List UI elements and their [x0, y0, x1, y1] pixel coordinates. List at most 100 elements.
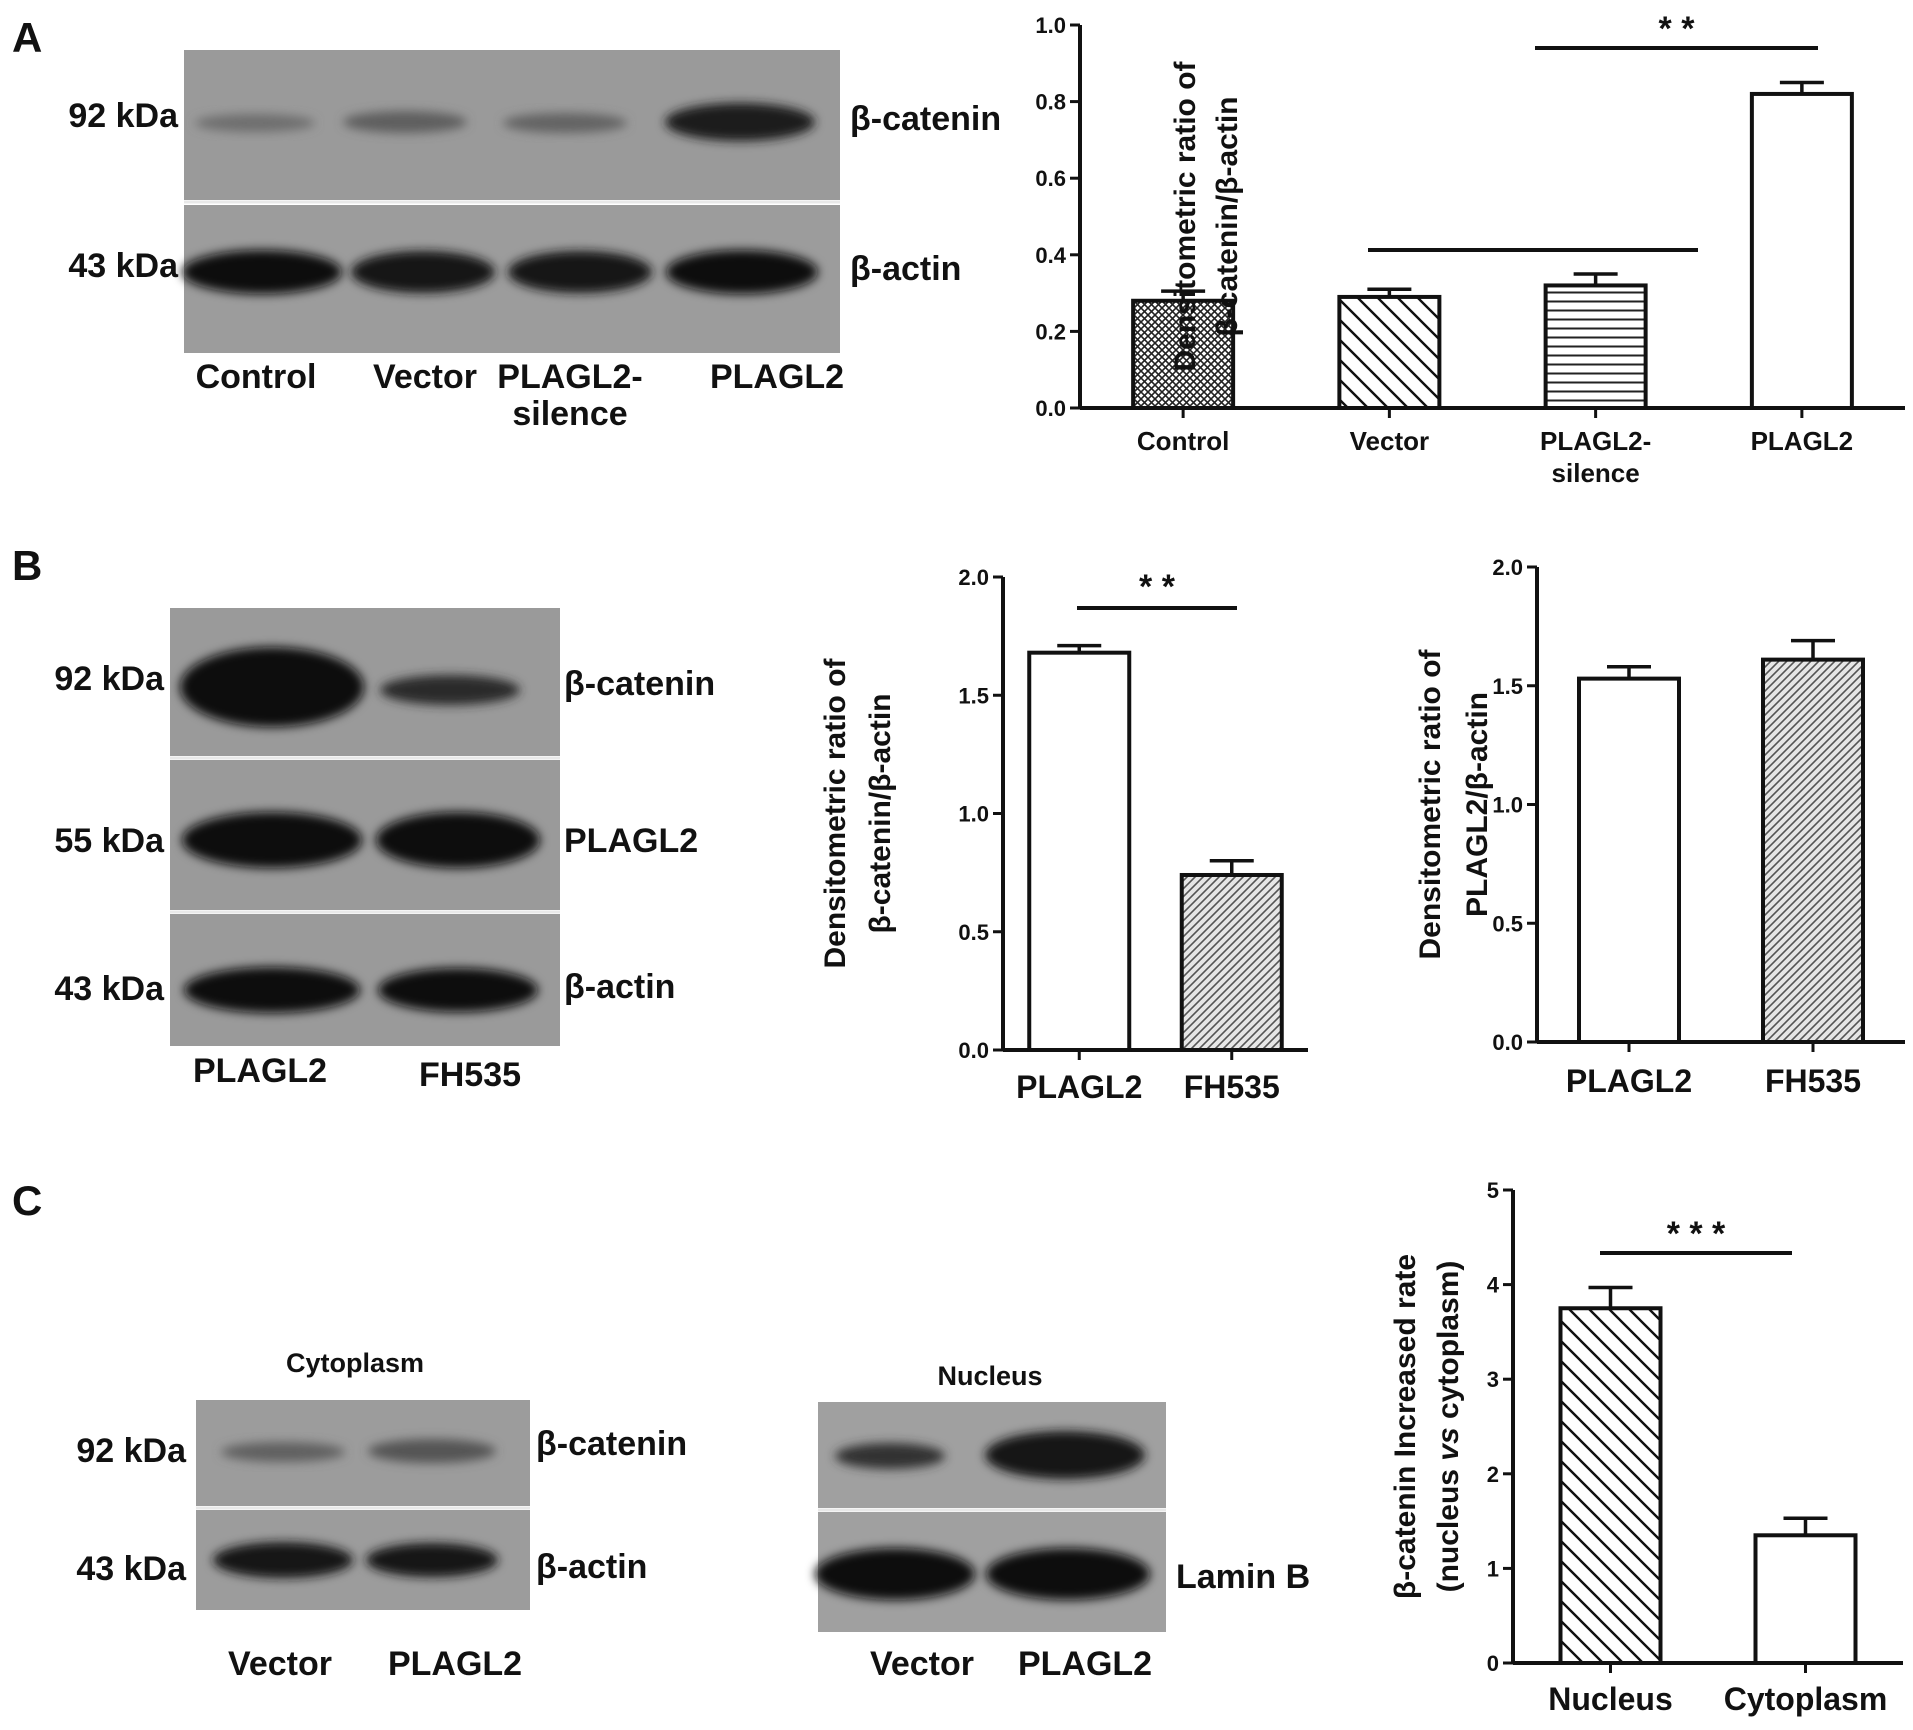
protein-label: PLAGL2 [564, 822, 698, 860]
protein-label: β-actin [850, 250, 961, 288]
band [182, 812, 362, 868]
lane-label: PLAGL2 [388, 1645, 522, 1683]
band [508, 251, 652, 293]
panel-letter-b: B [12, 542, 42, 589]
y-tick-label: 1.0 [958, 802, 989, 827]
significance-stars: * * * [1667, 1215, 1726, 1253]
y-axis-label: β-catenin/β-actin [1211, 97, 1244, 337]
protein-label: Lamin B [1176, 1558, 1310, 1596]
blot-c-nucleus [815, 1402, 1166, 1632]
band [180, 647, 364, 727]
band [985, 1431, 1145, 1479]
x-tick-label: FH535 [1765, 1063, 1861, 1099]
bar [1577, 676, 1681, 1044]
marker-label: 92 kDa [68, 97, 179, 135]
bar [1749, 91, 1854, 410]
band [213, 1542, 353, 1578]
y-tick-label: 1 [1487, 1556, 1499, 1581]
y-tick-label: 0.2 [1035, 319, 1066, 344]
y-axis-label: Densitometric ratio of [819, 657, 852, 968]
lane-label: PLAGL2 [1018, 1645, 1152, 1683]
lane-label: Vector [228, 1645, 332, 1683]
band [351, 251, 495, 293]
bar [1543, 283, 1648, 410]
x-tick-label: FH535 [1184, 1069, 1280, 1105]
band [666, 250, 818, 294]
y-axis-label: (nucleus vs cytoplasm) [1432, 1261, 1465, 1593]
lane-label: PLAGL2 [193, 1052, 327, 1090]
y-tick-label: 1.0 [1492, 793, 1523, 818]
band [378, 968, 538, 1012]
band [815, 1548, 975, 1600]
y-tick-label: 0.6 [1035, 166, 1066, 191]
x-tick-label: PLAGL2 [1566, 1063, 1692, 1099]
protein-label: β-catenin [564, 665, 715, 703]
y-tick-label: 1.5 [1492, 674, 1523, 699]
marker-label: 92 kDa [54, 660, 165, 698]
bar [1753, 1533, 1858, 1666]
marker-label: 43 kDa [54, 970, 165, 1008]
x-tick-label: Control [1137, 426, 1229, 456]
marker-label: 55 kDa [54, 822, 165, 860]
y-tick-label: 5 [1487, 1178, 1499, 1203]
lane-label: FH535 [419, 1056, 521, 1094]
x-tick-label: silence [1552, 458, 1640, 488]
cytoplasm-title: Cytoplasm [286, 1348, 424, 1378]
marker-label: 92 kDa [76, 1432, 187, 1470]
bar [1761, 657, 1865, 1044]
significance-stars: * * [1139, 568, 1176, 606]
y-tick-label: 0.5 [1492, 911, 1523, 936]
significance-stars: * * [1659, 10, 1696, 48]
bar [1179, 872, 1284, 1052]
lane-label: PLAGL2 [710, 358, 844, 396]
band [182, 250, 342, 294]
chart-b2: 0.0 0.5 1.0 1.5 2.0 PLAGL2 FH535 Densitometric … [1414, 555, 1905, 1099]
lane-label: Control [196, 358, 317, 396]
x-tick-label: Vector [1350, 426, 1430, 456]
blot-b [170, 608, 560, 1046]
bar [1027, 650, 1132, 1052]
blot-c-cytoplasm [196, 1400, 530, 1610]
panel-letter-a: A [12, 14, 42, 61]
y-tick-label: 0.8 [1035, 90, 1066, 115]
y-tick-label: 4 [1487, 1273, 1500, 1298]
x-tick-label: PLAGL2 [1751, 426, 1854, 456]
protein-label: β-actin [564, 968, 675, 1006]
lane-label: Vector [870, 1645, 974, 1683]
y-tick-label: 0.0 [1035, 396, 1066, 421]
lane-label: Vector [373, 358, 477, 396]
band [380, 675, 520, 705]
band [343, 111, 467, 133]
x-tick-label: Nucleus [1548, 1681, 1672, 1717]
y-tick-label: 0.0 [958, 1038, 989, 1063]
y-tick-label: 0 [1487, 1651, 1499, 1676]
bar [1337, 294, 1442, 410]
y-tick-label: 0.5 [958, 920, 989, 945]
band [503, 113, 627, 133]
x-tick-label: PLAGL2- [1540, 426, 1651, 456]
y-tick-label: 2.0 [958, 565, 989, 590]
protein-label: β-catenin [536, 1425, 687, 1463]
y-axis-label: β-catenin/β-actin [864, 694, 897, 934]
band [986, 1548, 1150, 1600]
band [665, 103, 815, 141]
marker-label: 43 kDa [68, 247, 179, 285]
band [368, 1439, 496, 1463]
band [221, 1442, 345, 1462]
band [195, 114, 315, 132]
chart-c: 0 1 2 3 4 5 Nucleus Cytoplasm β-catenin Increase… [1389, 1178, 1903, 1717]
lane-label: silence [512, 395, 627, 433]
y-tick-label: 0.0 [1492, 1030, 1523, 1055]
y-tick-label: 2.0 [1492, 555, 1523, 580]
y-axis-label: Densitometric ratio of [1414, 648, 1447, 959]
y-tick-label: 1.0 [1035, 13, 1066, 38]
chart-a: 0.0 0.2 0.4 0.6 0.8 1.0 Control Vector PLAGL2-si… [1035, 10, 1905, 488]
band [835, 1443, 945, 1469]
x-tick-label: PLAGL2 [1016, 1069, 1142, 1105]
y-tick-label: 0.4 [1035, 243, 1066, 268]
band [366, 1543, 498, 1577]
y-tick-label: 2 [1487, 1462, 1499, 1487]
band [184, 967, 360, 1013]
panel-letter-c: C [12, 1177, 42, 1224]
